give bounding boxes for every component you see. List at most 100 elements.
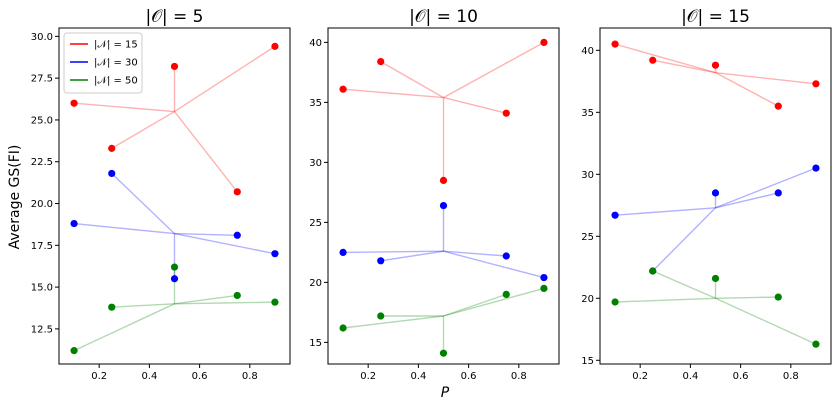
- connector-line: [73, 303, 175, 352]
- panel-2: |𝒪| = 10 0.2 0.4 0.6 0.8 15 20 25 30 35 40: [309, 7, 560, 382]
- y-tick-label: 15: [309, 338, 322, 349]
- x-tick-label: 0.2: [632, 371, 648, 382]
- y-tick-label: 12.5: [31, 324, 53, 335]
- axes-frame: [599, 27, 832, 365]
- x-tick-label: 0.4: [141, 371, 157, 382]
- legend-box: [63, 32, 143, 94]
- panel-3: |𝒪| = 15 0.2 0.4 0.6 0.8 15 20 25 30 35 40: [581, 7, 832, 382]
- data-point: [502, 290, 510, 298]
- connector-line: [343, 250, 444, 254]
- connector-line: [174, 45, 276, 113]
- y-tick-label: 20: [309, 278, 322, 289]
- connector-line: [715, 167, 817, 209]
- data-point: [774, 293, 782, 301]
- connector-line: [380, 60, 444, 99]
- data-point: [812, 340, 820, 348]
- connector-line: [443, 96, 507, 114]
- connector-line: [380, 250, 444, 262]
- connector-line: [652, 270, 716, 299]
- data-point: [70, 347, 78, 355]
- data-point: [812, 80, 820, 88]
- x-axis-label: P: [441, 385, 450, 401]
- panel-1: |𝒪| = 5 0.2 0.4 0.6 0.8 12.5 15.0 17.5 20.0 22.5 2…: [31, 7, 291, 382]
- connector-line: [615, 297, 716, 303]
- connector-line: [111, 172, 175, 235]
- y-tick-label: 30: [309, 158, 322, 169]
- data-point: [170, 275, 179, 283]
- connector-line: [174, 294, 238, 305]
- chart-title: |𝒪| = 15: [681, 7, 750, 27]
- chart-title: |𝒪| = 5: [145, 7, 203, 27]
- y-tick-label: 15: [581, 356, 594, 367]
- data-point: [108, 303, 116, 311]
- x-tick-label: 0.8: [511, 371, 527, 382]
- connector-line: [443, 250, 545, 279]
- x-tick-label: 0.6: [192, 371, 208, 382]
- connector-line: [342, 315, 444, 329]
- y-tick-label: 27.5: [31, 74, 53, 85]
- data-point: [339, 85, 347, 93]
- connector-line: [74, 102, 175, 113]
- data-point: [540, 38, 548, 47]
- connector-line: [615, 207, 716, 216]
- data-point: [377, 58, 385, 66]
- data-point: [233, 188, 241, 196]
- y-tick-label: 15.0: [31, 283, 53, 294]
- data-point: [711, 189, 720, 197]
- axes-frame: [327, 27, 560, 365]
- connector-line: [652, 59, 716, 74]
- connector-line: [614, 43, 716, 74]
- connector-line: [343, 88, 444, 99]
- connector-line: [715, 296, 779, 299]
- connector-line: [715, 192, 779, 209]
- data-point: [812, 164, 820, 172]
- x-tick-label: 0.6: [733, 371, 749, 382]
- connector-line: [174, 301, 275, 305]
- y-tick-label: 17.5: [31, 241, 53, 252]
- data-point: [271, 42, 279, 50]
- data-point: [339, 248, 347, 256]
- x-tick-label: 0.8: [783, 371, 799, 382]
- chart-title: |𝒪| = 10: [409, 7, 478, 27]
- x-tick-label: 0.8: [242, 371, 258, 382]
- connector-line: [443, 250, 507, 257]
- data-point: [108, 169, 116, 178]
- data-point: [377, 312, 385, 320]
- data-point: [611, 211, 619, 219]
- data-point: [377, 257, 385, 265]
- data-point: [108, 144, 116, 152]
- data-point: [170, 62, 179, 71]
- data-point: [774, 189, 782, 197]
- x-tick-label: 0.4: [682, 371, 698, 382]
- data-point: [233, 291, 241, 300]
- y-tick-label: 35: [581, 108, 594, 119]
- data-point: [711, 61, 720, 69]
- x-tick-label: 0.6: [461, 371, 477, 382]
- data-point: [540, 274, 548, 282]
- y-tick-label: 30.0: [31, 32, 53, 43]
- data-point: [649, 267, 657, 275]
- connector-line: [173, 111, 238, 193]
- data-point: [711, 274, 720, 283]
- legend-label: |𝒩| = 15: [94, 40, 138, 51]
- data-point: [233, 231, 241, 239]
- data-point: [649, 56, 657, 64]
- data-point: [439, 349, 448, 357]
- data-point: [70, 99, 78, 107]
- data-point: [170, 263, 179, 271]
- y-axis-label: Average GS(FI): [7, 145, 23, 250]
- y-tick-label: 25: [581, 232, 594, 243]
- connector-line: [111, 110, 175, 149]
- data-point: [70, 219, 78, 228]
- data-point: [439, 202, 448, 210]
- panels: |𝒪| = 5 0.2 0.4 0.6 0.8 12.5 15.0 17.5 20.0 22.5 2…: [31, 7, 832, 382]
- data-point: [339, 324, 347, 332]
- x-tick-label: 0.4: [410, 371, 426, 382]
- connector-line: [715, 71, 817, 85]
- connector-line: [73, 222, 175, 235]
- connector-line: [715, 72, 779, 107]
- y-tick-label: 35: [309, 98, 322, 109]
- connector-line: [652, 207, 716, 272]
- connector-line: [443, 287, 545, 317]
- legend-label: |𝒩| = 30: [94, 58, 138, 69]
